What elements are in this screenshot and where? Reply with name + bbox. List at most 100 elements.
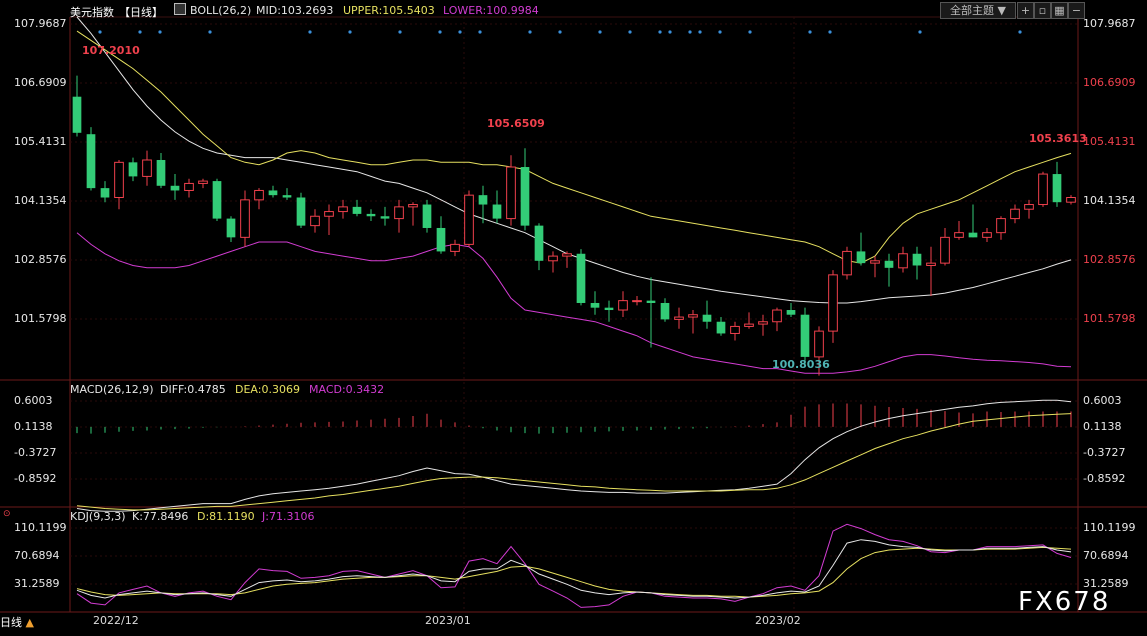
indicator-toggle-icon[interactable] bbox=[174, 3, 186, 15]
index-title: 美元指数 bbox=[70, 6, 114, 19]
watermark-logo: FX678 bbox=[1018, 587, 1111, 617]
kdj-params: KDJ(9,3,3) bbox=[70, 510, 126, 523]
candle-body-41 bbox=[646, 300, 656, 303]
kdj-tick-left-1: 110.1199 bbox=[14, 521, 67, 534]
kdj-j: J:71.3106 bbox=[262, 510, 315, 523]
kdj-tick-right-2: 70.6894 bbox=[1083, 549, 1129, 562]
candle-body-47 bbox=[730, 325, 740, 334]
macd-tick-right-4: -0.8592 bbox=[1083, 472, 1126, 485]
candle-body-43 bbox=[674, 316, 684, 320]
candle-body-53 bbox=[814, 330, 824, 358]
zoom-in-icon[interactable]: + bbox=[1017, 2, 1034, 19]
boll-params: BOLL(26,2) bbox=[190, 4, 252, 17]
candle-body-44 bbox=[688, 314, 698, 318]
event-dot-16 bbox=[688, 30, 692, 34]
event-dot-19 bbox=[748, 30, 752, 34]
candle-body-12 bbox=[240, 199, 250, 238]
candle-body-28 bbox=[464, 194, 474, 245]
macd-tick-left-2: 0.1138 bbox=[14, 420, 53, 433]
chevron-down-icon: ▼ bbox=[997, 4, 1006, 17]
candle-body-50 bbox=[772, 309, 782, 323]
candle-body-55 bbox=[842, 250, 852, 276]
period-tag: 【日线】 bbox=[119, 6, 163, 19]
boll-upper: UPPER:105.5403 bbox=[343, 4, 435, 17]
event-dot-12 bbox=[598, 30, 602, 34]
candle-body-21 bbox=[366, 213, 376, 217]
candlestick-series bbox=[72, 75, 1076, 376]
boll-bands bbox=[76, 16, 1072, 374]
kdj-tick-left-3: 31.2589 bbox=[14, 577, 60, 590]
window-mode-icon[interactable]: ▫ bbox=[1034, 2, 1051, 19]
price-tick-right-6: 101.5798 bbox=[1083, 312, 1136, 325]
candle-body-40 bbox=[632, 300, 642, 303]
marker-high-a: 107.2010 bbox=[82, 44, 140, 57]
candle-body-7 bbox=[170, 185, 180, 191]
candle-body-9 bbox=[198, 180, 208, 184]
theme-select[interactable]: 全部主题 ▼ bbox=[940, 2, 1016, 19]
event-dot-7 bbox=[438, 30, 442, 34]
marker-high-c: 105.3613 bbox=[1029, 132, 1087, 145]
candle-body-15 bbox=[282, 195, 292, 198]
macd-diff: DIFF:0.4785 bbox=[160, 383, 226, 396]
macd-dea: DEA:0.3069 bbox=[235, 383, 300, 396]
candle-body-22 bbox=[380, 216, 390, 219]
event-dot-9 bbox=[478, 30, 482, 34]
event-dot-13 bbox=[628, 30, 632, 34]
candle-body-66 bbox=[996, 218, 1006, 234]
macd-tick-right-1: 0.6003 bbox=[1083, 394, 1122, 407]
event-dot-0 bbox=[98, 30, 102, 34]
macd-tick-right-3: -0.3727 bbox=[1083, 446, 1126, 459]
boll-upper-line bbox=[76, 30, 1072, 264]
candle-body-26 bbox=[436, 227, 446, 252]
candle-body-2 bbox=[100, 188, 110, 198]
candle-body-70 bbox=[1052, 174, 1062, 203]
price-tick-right-1: 107.9687 bbox=[1083, 17, 1136, 30]
candle-body-25 bbox=[422, 204, 432, 228]
boll-mid: MID:103.2693 bbox=[256, 4, 334, 17]
zoom-out-icon[interactable]: − bbox=[1068, 2, 1085, 19]
candle-body-64 bbox=[968, 232, 978, 238]
candle-body-56 bbox=[856, 251, 866, 264]
candle-body-32 bbox=[520, 167, 530, 226]
kdj-tick-right-3: 31.2589 bbox=[1083, 577, 1129, 590]
event-dot-17 bbox=[698, 30, 702, 34]
event-dot-11 bbox=[558, 30, 562, 34]
candle-body-18 bbox=[324, 211, 334, 217]
kdj-settings-icon[interactable]: ⊙ bbox=[3, 509, 11, 519]
macd-params: MACD(26,12,9) bbox=[70, 383, 154, 396]
kdj-tick-left-2: 70.6894 bbox=[14, 549, 60, 562]
macd-tick-left-4: -0.8592 bbox=[14, 472, 57, 485]
candle-body-0 bbox=[72, 96, 82, 133]
candle-body-49 bbox=[758, 321, 768, 325]
macd-dea-line bbox=[76, 413, 1072, 511]
event-dot-14 bbox=[658, 30, 662, 34]
candle-body-16 bbox=[296, 197, 306, 226]
boll-lower-line bbox=[76, 232, 1072, 374]
boll-lower: LOWER:100.9984 bbox=[443, 4, 539, 17]
candle-body-8 bbox=[184, 182, 194, 191]
event-dot-23 bbox=[1018, 30, 1022, 34]
candle-body-42 bbox=[660, 302, 670, 320]
candle-body-13 bbox=[254, 189, 264, 201]
candle-body-57 bbox=[870, 260, 880, 264]
candle-body-4 bbox=[128, 162, 138, 177]
macd-tick-right-2: 0.1138 bbox=[1083, 420, 1122, 433]
date-label-feb: 2023/02 bbox=[755, 614, 801, 627]
candle-body-37 bbox=[590, 302, 600, 308]
candle-body-27 bbox=[450, 243, 460, 252]
chevron-up-icon: ▲ bbox=[25, 616, 34, 629]
candle-body-38 bbox=[604, 307, 614, 311]
kdj-d-line bbox=[76, 546, 1072, 598]
kdj-lines bbox=[76, 523, 1072, 608]
candle-body-6 bbox=[156, 159, 166, 186]
price-tick-right-3: 105.4131 bbox=[1083, 135, 1136, 148]
layout-grid-icon[interactable]: ▦ bbox=[1051, 2, 1068, 19]
price-tick-left-4: 104.1354 bbox=[14, 194, 67, 207]
candle-body-31 bbox=[506, 166, 516, 220]
event-dot-3 bbox=[208, 30, 212, 34]
price-tick-right-2: 106.6909 bbox=[1083, 76, 1136, 89]
candle-body-36 bbox=[576, 253, 586, 303]
period-selector[interactable]: 日线 ▲ bbox=[0, 614, 34, 630]
candle-body-23 bbox=[394, 206, 404, 220]
